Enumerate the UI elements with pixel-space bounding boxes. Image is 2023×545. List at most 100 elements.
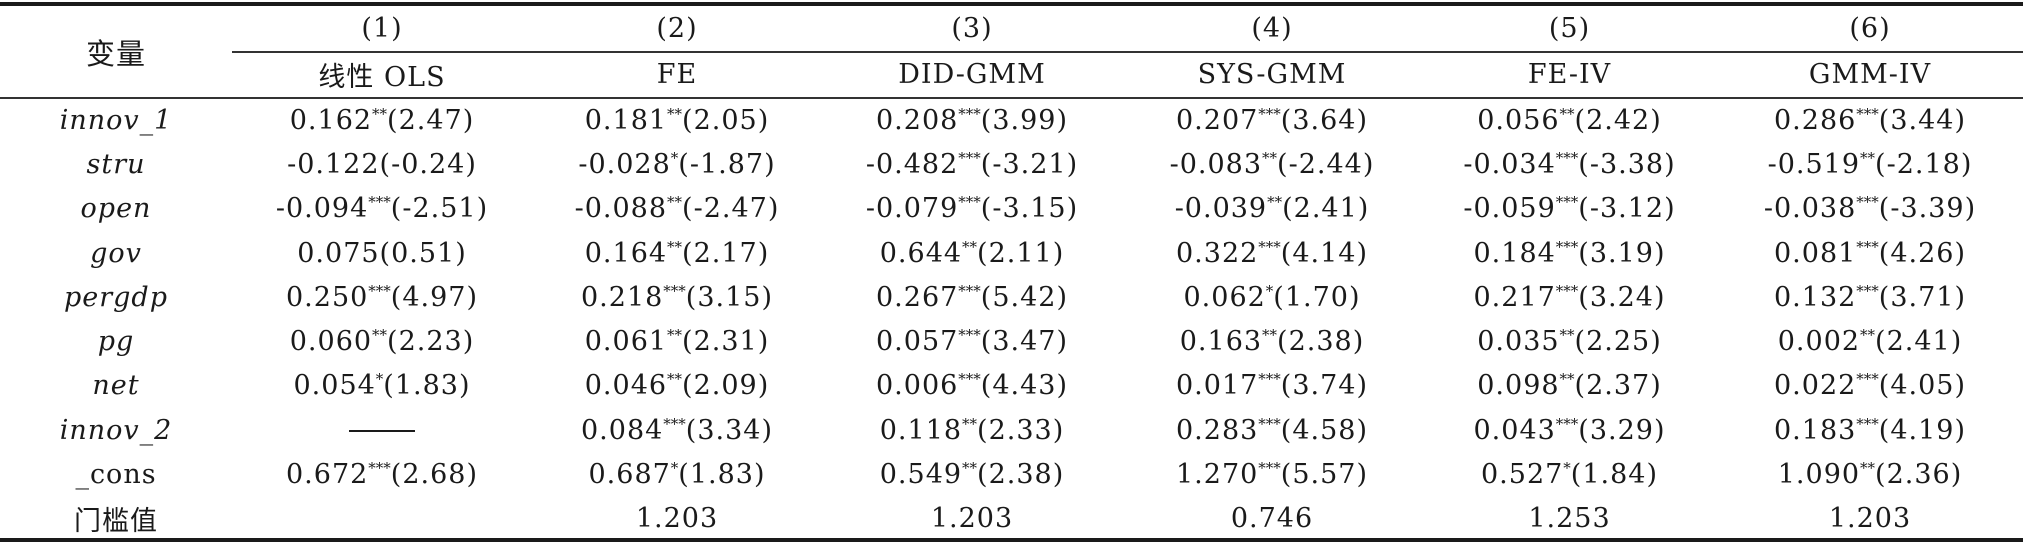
coefficient-cell: 0.062*(1.70) — [1122, 275, 1422, 319]
t-statistic: (-3.15) — [980, 193, 1079, 225]
significance-stars: *** — [1555, 281, 1579, 300]
t-statistic: (4.58) — [1280, 414, 1368, 446]
top-rule — [0, 2, 2023, 6]
t-statistic: (3.64) — [1280, 104, 1368, 136]
coefficient-cell: 0.057***(3.47) — [822, 319, 1122, 363]
coefficient-value: 0.687 — [588, 459, 671, 491]
t-statistic: (2.68) — [390, 459, 478, 491]
significance-stars: * — [670, 459, 679, 478]
table-row: pergdp 0.250***(4.97) 0.218***(3.15) 0.267*… — [0, 275, 2023, 319]
coefficient-cell: -0.039**(2.41) — [1122, 187, 1422, 231]
coefficient-cell: -0.038***(-3.39) — [1717, 187, 2023, 231]
significance-stars: *** — [663, 414, 686, 433]
coefficient-value: -0.094 — [275, 193, 369, 225]
coefficient-value: 0.527 — [1481, 459, 1564, 491]
t-statistic: (4.43) — [980, 370, 1068, 402]
significance-stars: ** — [667, 104, 683, 123]
coefficient-value: 0.208 — [876, 104, 959, 136]
coefficient-value: 0.746 — [1230, 503, 1314, 535]
coefficient-cell: 1.203 — [822, 497, 1122, 541]
significance-stars: *** — [1856, 281, 1879, 300]
t-statistic: (2.31) — [682, 326, 770, 358]
table-row: net 0.054*(1.83) 0.046**(2.09) 0.006***(4.4… — [0, 364, 2023, 408]
t-statistic: (2.41) — [1875, 326, 1963, 358]
coefficient-value: 0.218 — [581, 281, 664, 313]
model-name: 线性 OLS — [318, 62, 446, 93]
coefficient-value: 0.163 — [1179, 326, 1263, 358]
t-statistic: (-2.18) — [1875, 148, 1973, 180]
significance-stars: *** — [1258, 414, 1281, 433]
significance-stars: *** — [1258, 104, 1281, 123]
coefficient-cell: 0.207***(3.64) — [1122, 98, 1422, 142]
coefficient-value: 1.090 — [1777, 459, 1861, 491]
significance-stars: *** — [1555, 237, 1579, 256]
table-row: pg 0.060**(2.23) 0.061**(2.31) 0.057***(3.4… — [0, 319, 2023, 363]
significance-stars: ** — [667, 237, 683, 256]
coefficient-value: -0.039 — [1174, 193, 1268, 225]
coefficient-cell: 0.163**(2.38) — [1122, 319, 1422, 363]
t-statistic: (5.42) — [980, 281, 1068, 313]
coefficient-value: 0.081 — [1774, 237, 1857, 269]
t-statistic: (1.84) — [1570, 459, 1658, 491]
row-label: 门槛值 — [74, 506, 158, 538]
coefficient-value: 0.162 — [289, 104, 373, 136]
coefficient-value: -0.122 — [287, 148, 380, 180]
t-statistic: (2.17) — [682, 237, 770, 269]
coefficient-value: 0.267 — [876, 281, 959, 313]
coefficient-cell: 1.203 — [1717, 497, 2023, 541]
coefficient-value: 1.253 — [1528, 503, 1611, 535]
coefficient-cell: 0.035**(2.25) — [1422, 319, 1717, 363]
coefficient-cell: 0.267***(5.42) — [822, 275, 1122, 319]
t-statistic: (1.70) — [1273, 281, 1361, 313]
coefficient-cell: 0.181**(2.05) — [532, 98, 822, 142]
coefficient-value: -0.482 — [865, 148, 959, 180]
row-label: pg — [97, 326, 135, 358]
row-label: open — [80, 193, 152, 225]
coefficient-cell: 1.090**(2.36) — [1717, 452, 2023, 496]
significance-stars: ** — [667, 370, 683, 389]
significance-stars: ** — [1860, 326, 1876, 345]
empty-dash — [349, 430, 415, 433]
model-name: SYS-GMM — [1197, 59, 1347, 90]
significance-stars: *** — [368, 193, 391, 212]
significance-stars: * — [670, 148, 679, 167]
column-number: (1) — [361, 13, 403, 44]
coefficient-value: 0.054 — [293, 370, 376, 402]
t-statistic: (-0.24) — [379, 148, 477, 180]
significance-stars: * — [1265, 281, 1274, 300]
t-statistic: (-2.44) — [1277, 148, 1375, 180]
significance-stars: ** — [962, 414, 978, 433]
coefficient-value: 0.006 — [876, 370, 959, 402]
significance-stars: *** — [1856, 193, 1879, 212]
coefficient-cell: -0.088**(-2.47) — [532, 187, 822, 231]
coefficient-value: -0.088 — [574, 193, 668, 225]
coefficient-cell: -0.083**(-2.44) — [1122, 142, 1422, 186]
t-statistic: (-3.21) — [980, 148, 1079, 180]
significance-stars: *** — [1258, 459, 1281, 478]
t-statistic: (2.38) — [977, 459, 1065, 491]
significance-stars: *** — [958, 326, 981, 345]
coefficient-cell: 0.672***(2.68) — [232, 452, 532, 496]
coefficient-value: 0.043 — [1473, 414, 1556, 446]
coefficient-cell: -0.122(-0.24) — [232, 142, 532, 186]
coefficient-cell: -0.094***(-2.51) — [232, 187, 532, 231]
significance-stars: *** — [1856, 370, 1879, 389]
model-name: DID-GMM — [898, 59, 1046, 90]
significance-stars: *** — [958, 104, 981, 123]
significance-stars: *** — [1258, 370, 1281, 389]
significance-stars: *** — [1856, 104, 1879, 123]
significance-stars: ** — [1262, 326, 1278, 345]
row-label: pergdp — [63, 281, 169, 313]
coefficient-cell: 0.283***(4.58) — [1122, 408, 1422, 452]
regression-table: 变量 (1) (2) (3) (4) (5) (6) 线性 OLS FE DID… — [0, 6, 2023, 541]
coefficient-value: -0.038 — [1763, 193, 1857, 225]
significance-stars: * — [1563, 459, 1571, 478]
coefficient-cell: 0.098**(2.37) — [1422, 364, 1717, 408]
bottom-rule — [0, 538, 2023, 542]
coefficient-value: 0.098 — [1477, 370, 1560, 402]
significance-stars: *** — [1555, 148, 1579, 167]
coefficient-value: 0.132 — [1774, 281, 1857, 313]
significance-stars: *** — [1258, 237, 1281, 256]
t-statistic: (4.97) — [390, 281, 478, 313]
coefficient-value: 0.075 — [297, 237, 380, 269]
